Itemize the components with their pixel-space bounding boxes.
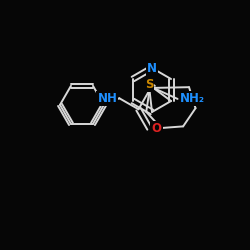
- Text: N: N: [147, 62, 157, 74]
- Text: NH: NH: [98, 92, 117, 105]
- Text: NH₂: NH₂: [180, 92, 204, 106]
- Text: O: O: [152, 122, 162, 135]
- Text: S: S: [145, 78, 153, 91]
